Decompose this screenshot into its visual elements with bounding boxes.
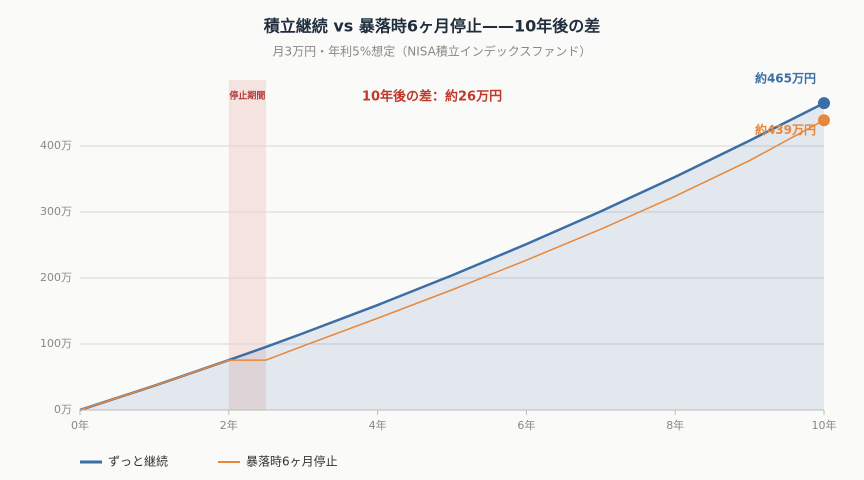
line — [79, 119, 825, 411]
legend-label: 暴落時6ヶ月停止 — [246, 454, 338, 469]
y-tick-label: 300万 — [40, 205, 72, 218]
pause-label: 停止期間 — [229, 90, 265, 102]
x-tick-label: 4年 — [369, 418, 387, 432]
y-tick-label: 400万 — [40, 139, 72, 152]
end-marker — [818, 114, 830, 127]
x-tick-label: 2年 — [220, 418, 238, 432]
y-tick-label: 100万 — [40, 337, 72, 350]
area — [80, 103, 824, 410]
end-label: 約439万円 — [755, 122, 816, 137]
x-tick-label: 6年 — [517, 418, 535, 432]
legend-label: ずっと継続 — [108, 454, 168, 469]
x-tick-label: 0年 — [71, 418, 89, 432]
x-tick-label: 10年 — [812, 418, 837, 432]
y-tick-label: 200万 — [40, 271, 72, 284]
x-tick-label: 8年 — [666, 418, 684, 432]
end-label: 約465万円 — [755, 71, 816, 86]
chart-subtitle: 月3万円・年利5%想定（NISA積立インデックスファンド） — [273, 44, 592, 59]
pause-band — [228, 80, 266, 410]
y-tick-label: 0万 — [54, 403, 72, 416]
end-marker — [818, 97, 830, 110]
chart-title: 積立継続 vs 暴落時6ヶ月停止——10年後の差 — [263, 17, 601, 36]
difference-label: 10年後の差：約26万円 — [362, 89, 502, 105]
